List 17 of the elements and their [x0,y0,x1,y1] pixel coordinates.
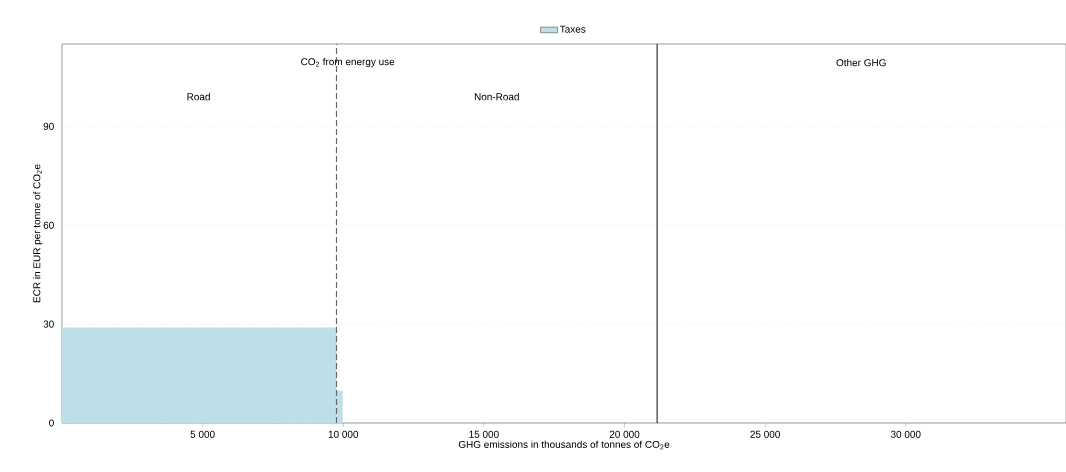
y-axis-title: ECR in EUR per tonne of CO$_{2}$e [33,164,43,303]
annotation: CO$_{2}$ from energy use [301,57,395,68]
x-tick-label: 20 000 [609,430,640,438]
y-tick-label: 60 [43,221,54,229]
x-tick-label: 5 000 [190,430,215,438]
legend-label: Taxes [559,25,586,33]
x-tick-label: 15 000 [469,430,499,438]
x-tick-label: 30 000 [890,430,921,438]
y-tick-label: 30 [43,320,54,328]
y-tick-label: 0 [49,419,54,427]
annotation: Road [187,93,210,101]
annotation: Non-Road [474,93,519,101]
annotation: Other GHG [836,58,886,67]
x-tick-label: 10 000 [328,430,359,438]
x-axis-title: GHG emissions in thousands of tonnes of CO$_{2}$e [458,440,670,450]
x-tick-label: 25 000 [750,430,780,438]
y-tick-label: 90 [43,122,54,130]
